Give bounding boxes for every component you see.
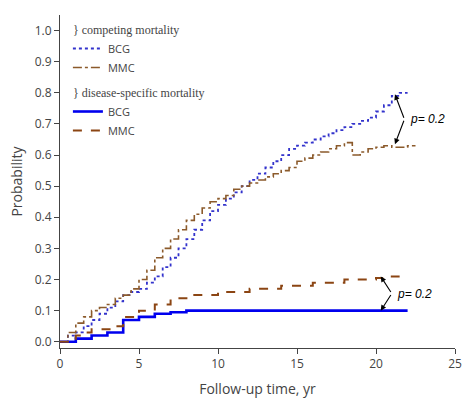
svg-text:Follow-up time, yr: Follow-up time, yr (199, 379, 316, 398)
svg-text:Probability: Probability (7, 145, 26, 216)
svg-text:BCG: BCG (108, 41, 130, 56)
svg-text:10: 10 (211, 355, 225, 372)
svg-text:5: 5 (136, 355, 143, 372)
svg-text:0.8: 0.8 (35, 84, 52, 101)
svg-text:15: 15 (290, 355, 304, 372)
svg-text:0.0: 0.0 (35, 333, 52, 350)
svg-text:} competing mortality: } competing mortality (73, 23, 179, 37)
svg-text:0.1: 0.1 (35, 302, 52, 319)
svg-text:0.6: 0.6 (35, 146, 52, 163)
svg-text:p= 0.2: p= 0.2 (410, 112, 445, 126)
svg-text:p= 0.2: p= 0.2 (397, 287, 432, 301)
svg-text:25: 25 (448, 355, 462, 372)
svg-text:20: 20 (369, 355, 383, 372)
svg-text:MMC: MMC (108, 123, 135, 138)
svg-text:BCG: BCG (108, 104, 130, 119)
svg-text:1.0: 1.0 (35, 22, 52, 39)
svg-text:MMC: MMC (108, 60, 135, 75)
svg-text:0.4: 0.4 (35, 208, 52, 225)
svg-text:} disease-specific mortality: } disease-specific mortality (73, 86, 205, 100)
svg-text:0: 0 (57, 355, 64, 372)
svg-text:0.7: 0.7 (35, 115, 52, 132)
svg-text:0.9: 0.9 (35, 53, 52, 70)
svg-text:0.5: 0.5 (35, 177, 52, 194)
svg-text:0.3: 0.3 (35, 240, 52, 257)
svg-text:0.2: 0.2 (35, 271, 52, 288)
